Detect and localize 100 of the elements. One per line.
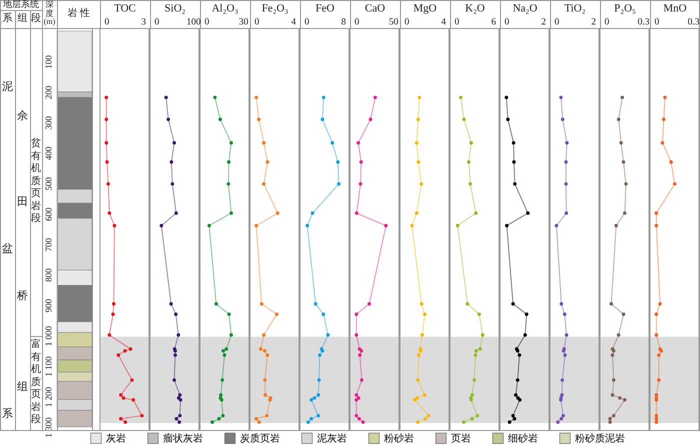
x-tick-label: 0: [604, 18, 610, 28]
y-tick-label: 400: [44, 146, 54, 160]
point: [420, 182, 424, 186]
point: [275, 312, 278, 316]
point: [414, 141, 418, 145]
point: [654, 393, 658, 397]
point: [123, 349, 127, 353]
x-tick-label: 0: [354, 18, 360, 28]
point: [306, 224, 310, 228]
point: [654, 312, 658, 316]
annotation: 佘: [16, 109, 29, 124]
point: [456, 224, 460, 228]
point: [217, 417, 221, 420]
point: [424, 417, 428, 420]
point: [330, 141, 334, 145]
point: [174, 312, 178, 316]
x-axis-title: MgO: [413, 2, 437, 14]
point: [322, 96, 326, 100]
point: [420, 333, 424, 337]
y-tick-label: 1 000: [44, 325, 54, 346]
x-tick-label: 100: [186, 18, 201, 28]
point: [262, 333, 266, 337]
x-tick-label: 0: [654, 18, 660, 28]
point: [608, 417, 612, 420]
x-tick-label: 3: [141, 18, 146, 28]
annotation: 桥: [16, 289, 29, 304]
legend-label: 瘤状灰岩: [163, 432, 203, 444]
point: [416, 118, 420, 122]
point: [506, 118, 510, 122]
point: [164, 96, 168, 100]
point: [516, 378, 520, 382]
point: [318, 353, 322, 357]
point: [224, 347, 228, 351]
point: [104, 118, 108, 122]
legend-label: 粉砂岩: [384, 432, 414, 444]
point: [564, 211, 568, 215]
point: [219, 393, 223, 397]
point: [264, 393, 267, 397]
point: [513, 182, 517, 186]
annotation: 盆: [1, 242, 14, 258]
point: [170, 182, 174, 186]
point: [354, 393, 358, 397]
annotation: 泥: [1, 80, 14, 96]
y-tick-label: 200: [44, 85, 54, 100]
point: [657, 353, 661, 357]
point: [560, 302, 564, 306]
point: [262, 182, 266, 186]
point: [106, 182, 110, 186]
legend-label: 泥灰岩: [317, 432, 347, 444]
point: [266, 160, 270, 164]
point: [257, 118, 261, 122]
point: [654, 417, 658, 420]
point: [310, 211, 314, 215]
x-tick-label: 0: [404, 18, 410, 28]
point: [306, 420, 310, 424]
x-tick-label: 8: [341, 18, 346, 28]
point: [458, 96, 462, 100]
point: [360, 378, 364, 382]
point: [361, 420, 365, 424]
point: [564, 160, 568, 164]
x-axis-title: TOC: [114, 2, 136, 14]
point: [276, 211, 280, 215]
point: [336, 160, 340, 164]
point: [316, 393, 320, 397]
point: [172, 378, 176, 382]
point: [354, 333, 358, 337]
y-tick-label: 900: [44, 298, 54, 312]
point: [616, 118, 620, 122]
point: [317, 378, 321, 382]
point: [610, 302, 613, 306]
point: [612, 414, 616, 418]
point: [384, 224, 388, 228]
point: [560, 118, 564, 122]
point: [467, 160, 470, 164]
point: [258, 347, 262, 351]
point: [614, 224, 618, 228]
point: [561, 414, 565, 418]
legend-label: 炭质页岩: [240, 432, 280, 444]
point: [669, 160, 673, 164]
point: [462, 118, 466, 122]
point: [623, 398, 626, 402]
point: [112, 224, 116, 228]
legend-label: 灰岩: [106, 432, 126, 444]
point: [213, 96, 217, 100]
point: [265, 414, 269, 418]
point: [112, 302, 116, 306]
point: [174, 417, 178, 420]
point: [523, 333, 527, 337]
point: [563, 353, 567, 357]
point: [263, 378, 267, 382]
point: [524, 312, 528, 316]
point: [104, 96, 108, 100]
annotation: 田: [16, 195, 29, 210]
point: [426, 414, 430, 418]
point: [227, 312, 231, 316]
legend-label: 细砂岩: [508, 432, 538, 444]
point: [310, 417, 314, 420]
legend-label: 页岩: [451, 432, 471, 444]
annotation: 贫有机质页岩段: [31, 138, 41, 225]
point: [108, 333, 112, 337]
